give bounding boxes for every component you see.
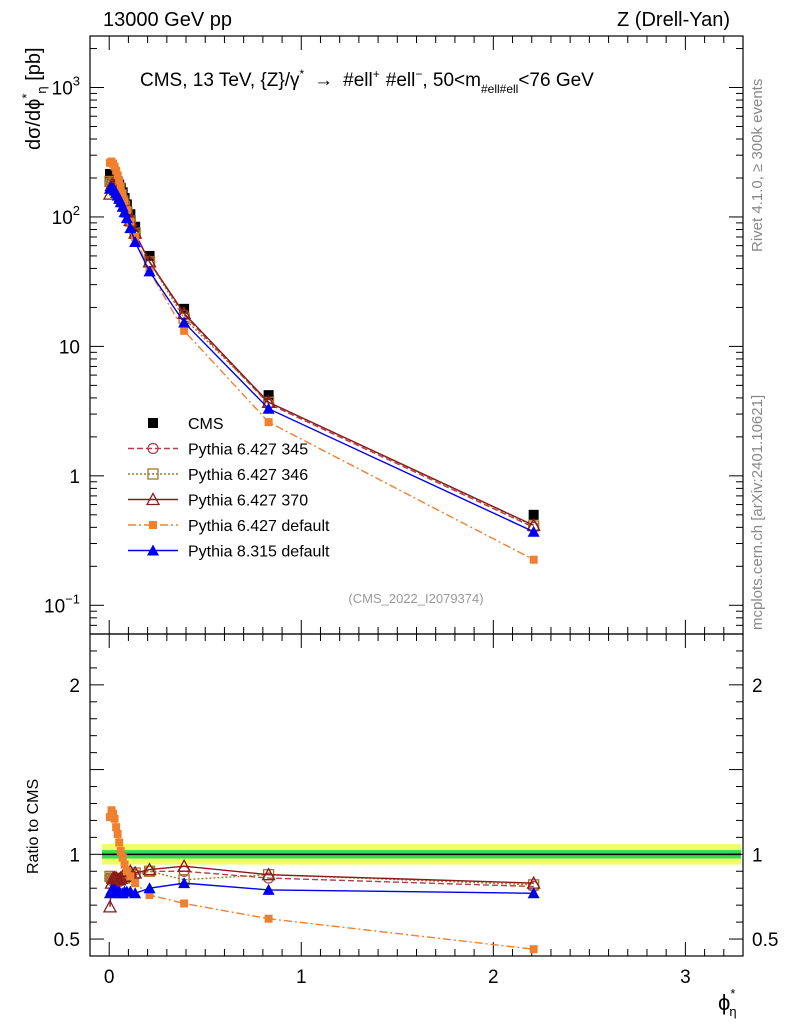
legend-marker-pythia-6-427-346: [147, 468, 159, 480]
main-point-pythia-8-315-default: [120, 212, 133, 224]
ratio-point-pythia-6-427-default: [109, 809, 118, 818]
main-y-tick-label: 1: [69, 467, 80, 488]
ratio-point-pythia-6-427-370: [113, 870, 128, 884]
reference-label: (CMS_2022_I2079374): [348, 591, 483, 606]
x-tick-label: 2: [488, 967, 499, 988]
ratio-point-pythia-6-427-default: [264, 914, 273, 923]
main-line-pythia-8-315-default: [109, 186, 534, 533]
ratio-point-pythia-6-427-370: [261, 867, 276, 881]
mcplots-source-label: mcplots.cern.ch [arXiv:2401.10621]: [749, 395, 766, 630]
ratio-point-pythia-8-315-default: [143, 882, 156, 894]
main-line-pythia-6-427-346: [109, 181, 534, 527]
ratio-point-pythia-8-315-default: [527, 887, 540, 899]
plot-title: CMS, 13 TeV, {Z}/γ* → #ell+ #ell−, 50<m#ell…: [140, 67, 594, 96]
ratio-line-pythia-6-427-370: [109, 865, 534, 907]
ratio-point-pythia-6-427-370: [102, 899, 118, 913]
ratio-point-pythia-8-315-default: [129, 887, 142, 899]
ratio-point-pythia-6-427-default: [180, 899, 189, 908]
main-y-tick-label: 10−1: [44, 591, 80, 617]
x-tick-label: 3: [680, 967, 691, 988]
ratio-point-pythia-6-427-370: [177, 858, 192, 872]
ratio-point-pythia-6-427-default: [110, 814, 119, 823]
header-left: 13000 GeV pp: [103, 9, 232, 31]
ratio-point-pythia-6-427-default: [126, 872, 135, 881]
ratio-point-pythia-8-315-default: [178, 877, 191, 889]
main-point-pythia-8-315-default: [129, 236, 142, 248]
legend-marker-pythia-8-315-default: [147, 544, 159, 556]
main-point-pythia-8-315-default: [143, 265, 156, 277]
ratio-point-pythia-6-427-default: [122, 867, 131, 876]
legend-label-pythia-8-315-default: Pythia 8.315 default: [188, 544, 330, 561]
main-y-tick-label: 102: [52, 203, 80, 229]
ratio-reference-band: [102, 844, 741, 865]
x-tick-label: 1: [296, 967, 307, 988]
legend: CMS Pythia 6.427 345 Pythia 6.427 346 Pythi…: [128, 416, 330, 561]
ratio-y-tick-label-right: 2: [752, 676, 763, 697]
main-point-pythia-6-427-default: [116, 182, 125, 191]
main-point-pythia-8-315-default: [527, 525, 540, 537]
y-axis-label: dσ/dϕ*η [pb]: [19, 47, 49, 150]
main-point-pythia-6-427-default: [264, 418, 273, 427]
legend-marker-pythia-6-427-default: [149, 521, 157, 529]
main-point-cms: [528, 509, 539, 520]
legend-marker-pythia-6-427-345: [147, 442, 159, 455]
x-axis-label: ϕ* η: [718, 986, 737, 1019]
ratio-point-pythia-6-427-370: [142, 862, 157, 876]
ratio-point-pythia-8-315-default: [262, 883, 275, 895]
axis-ticks: 0 1 2 3 10−1 1 10 102 103 0.5 0.5 1 1 2 2: [44, 36, 778, 988]
legend-marker-cms: [148, 418, 158, 428]
ratio-point-pythia-6-427-default: [112, 823, 121, 832]
main-point-pythia-8-315-default: [124, 222, 137, 234]
main-point-pythia-6-427-default: [120, 197, 129, 206]
ratio-point-pythia-6-427-default: [120, 860, 129, 869]
main-point-pythia-6-427-default: [112, 166, 121, 175]
ratio-y-tick-label-right: 1: [752, 845, 763, 866]
main-line-pythia-6-427-345: [109, 181, 534, 528]
main-point-cms: [179, 303, 190, 314]
legend-label-pythia-6-427-default: Pythia 6.427 default: [188, 518, 330, 535]
main-point-pythia-6-427-default: [118, 189, 127, 198]
ratio-y-tick-label: 2: [69, 676, 80, 697]
main-point-pythia-6-427-default: [115, 176, 124, 185]
legend-marker-pythia-6-427-370: [145, 492, 161, 506]
main-point-pythia-8-315-default: [178, 316, 191, 328]
main-y-tick-label: 10: [59, 337, 80, 358]
main-point-pythia-6-427-default: [113, 171, 122, 180]
legend-label-pythia-6-427-346: Pythia 6.427 346: [188, 467, 308, 484]
ratio-y-axis-label: Ratio to CMS: [25, 779, 42, 874]
legend-label-pythia-6-427-370: Pythia 6.427 370: [188, 493, 308, 510]
ratio-point-pythia-6-427-default: [529, 945, 538, 954]
ratio-point-pythia-6-427-default: [131, 879, 140, 888]
ratio-point-pythia-6-427-default: [113, 829, 122, 838]
main-point-pythia-6-427-default: [110, 162, 119, 171]
ratio-point-pythia-6-427-default: [118, 853, 127, 862]
main-point-pythia-6-427-default: [180, 326, 189, 335]
ratio-y-tick-label-right: 0.5: [752, 930, 778, 951]
legend-label-pythia-6-427-345: Pythia 6.427 345: [188, 442, 308, 459]
header-right: Z (Drell-Yan): [617, 9, 730, 31]
ratio-plot-series: [102, 806, 541, 954]
main-y-tick-label: 103: [52, 74, 80, 100]
main-point-pythia-6-427-default: [529, 555, 538, 564]
legend-label-cms: CMS: [188, 416, 224, 433]
ratio-plot-frame: [89, 633, 744, 957]
ratio-line-pythia-6-427-346: [109, 870, 534, 886]
main-point-pythia-8-315-default: [262, 402, 275, 414]
main-plot-series: [102, 157, 541, 564]
ratio-point-pythia-6-427-default: [116, 846, 125, 855]
ratio-y-tick-label: 1: [69, 845, 80, 866]
x-tick-label: 0: [104, 967, 115, 988]
ratio-point-pythia-6-427-default: [145, 890, 154, 899]
ratio-y-tick-label: 0.5: [54, 930, 80, 951]
rivet-version-label: Rivet 4.1.0, ≥ 300k events: [749, 79, 766, 252]
ratio-point-pythia-6-427-default: [115, 838, 124, 847]
